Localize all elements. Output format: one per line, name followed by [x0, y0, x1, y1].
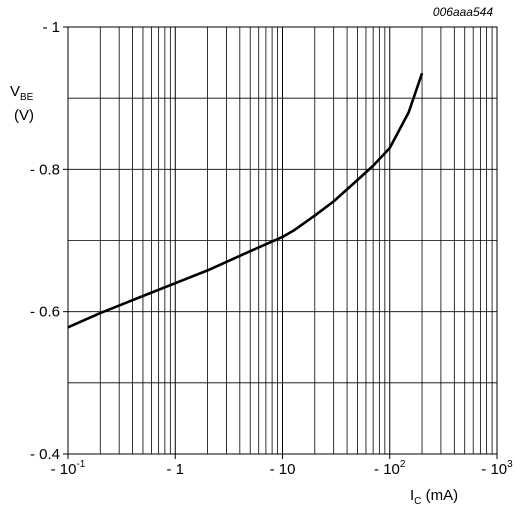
x-tick-label: - 1	[166, 461, 184, 478]
x-tick-label: - 103	[481, 459, 513, 478]
y-axis-label: VBE	[10, 83, 34, 103]
series-line	[67, 72, 424, 329]
figure-code: 006aaa544	[433, 5, 493, 19]
y-ticks: - 0.4 - 0.6 - 0.8 - 1	[30, 19, 68, 463]
y-tick-label: - 1	[42, 19, 60, 36]
y-tick-label: - 0.8	[30, 161, 60, 178]
plot-frame	[67, 26, 498, 455]
y-tick-label: - 0.6	[30, 304, 60, 321]
x-ticks: - 10-1 - 1 - 10 - 102 - 103	[51, 454, 513, 478]
y-tick-label: - 0.4	[30, 446, 60, 463]
x-tick-label: - 102	[374, 459, 406, 478]
series-group	[67, 72, 424, 329]
x-tick-label: - 10	[270, 461, 296, 478]
x-tick-label: - 10-1	[51, 459, 86, 478]
y-axis-unit: (V)	[14, 107, 34, 124]
x-axis-label: IC (mA)	[410, 487, 458, 506]
grid	[68, 27, 497, 454]
